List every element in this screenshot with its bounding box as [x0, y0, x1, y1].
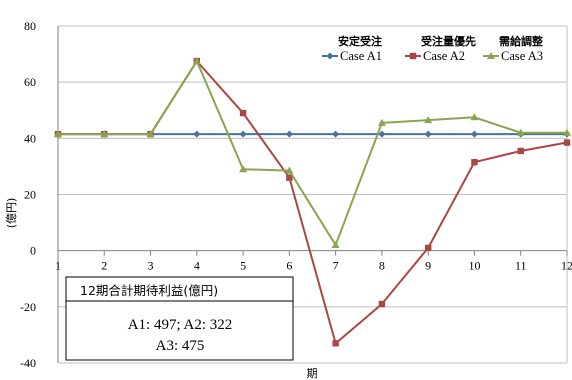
point-s3-x10: [470, 113, 479, 121]
y-tick-80: 80: [24, 19, 36, 33]
series-line-3: [58, 60, 567, 247]
legend-marker-1: [326, 52, 334, 60]
point-s3-x2: [100, 130, 109, 138]
series-3: [54, 57, 571, 249]
legend-header-1: 安定受注: [338, 34, 382, 48]
legend-item-2: Case A2: [405, 49, 465, 63]
point-s1-x7: [332, 130, 340, 138]
point-s3-x7: [331, 241, 340, 249]
point-s1-x6: [285, 130, 293, 138]
annotation-box: 12期合計期待利益(億円) A1: 497; A2: 322 A3: 475: [65, 276, 294, 361]
point-s3-x12: [563, 128, 571, 136]
point-s2-x11: [517, 147, 524, 155]
legend-marker-3: [487, 52, 495, 59]
point-s1-x5: [239, 130, 247, 138]
legend-label-2: Case A2: [423, 49, 465, 63]
axes: [57, 26, 568, 363]
x-axis-title: 期: [307, 367, 318, 380]
x-tick-9: 9: [425, 259, 431, 273]
legend-header-2: 受注量優先: [421, 34, 476, 48]
y-tick--40: -40: [20, 356, 36, 370]
annotation-frame: [65, 276, 294, 361]
point-s3-x6: [285, 166, 294, 174]
point-s3-x9: [424, 116, 433, 124]
x-tick-5: 5: [240, 259, 246, 273]
legend-header-3: 需給調整: [499, 34, 543, 48]
point-s3-x1: [54, 130, 62, 138]
legend: 安定受注 受注量優先 需給調整 Case A1 Case A2 Case A3: [322, 34, 543, 63]
x-tick-2: 2: [101, 259, 107, 273]
point-s3-x3: [146, 130, 155, 138]
y-tick-labels: -40 -20 0 20 40 60 80: [20, 19, 36, 370]
annotation-title: 12期合計期待利益(億円): [80, 283, 218, 298]
plot-series: [54, 57, 571, 347]
legend-label-3: Case A3: [501, 49, 543, 63]
point-s2-x12: [563, 139, 571, 146]
point-s1-x8: [378, 130, 386, 138]
point-s1-x10: [470, 130, 478, 138]
point-s1-x4: [193, 130, 201, 138]
legend-label-1: Case A1: [340, 49, 382, 63]
point-s3-x8: [377, 118, 386, 126]
y-tick-0: 0: [30, 244, 36, 258]
x-tick-1: 1: [55, 259, 61, 273]
x-tick-4: 4: [194, 259, 200, 273]
x-tick-7: 7: [333, 259, 339, 273]
point-s1-x9: [424, 130, 432, 138]
point-s2-x8: [378, 300, 386, 308]
x-tick-3: 3: [148, 259, 154, 273]
point-s2-x9: [424, 244, 432, 252]
y-tick-60: 60: [24, 75, 36, 89]
y-tick-40: 40: [24, 131, 36, 145]
point-s2-x10: [471, 159, 478, 166]
x-tick-8: 8: [379, 259, 385, 273]
point-s3-x4: [192, 57, 201, 65]
point-s2-x7: [332, 340, 339, 347]
x-tick-10: 10: [468, 259, 480, 273]
point-s3-x5: [239, 165, 248, 173]
legend-marker-2: [409, 52, 417, 60]
point-s2-x5: [239, 109, 247, 117]
x-tick-labels: 1 2 3 4 5 6 7 8 9 10 11 12: [55, 259, 572, 273]
y-axis-title: (億円): [5, 198, 18, 229]
annotation-line-2: A3: 475: [156, 338, 205, 354]
y-tick--20: -20: [20, 300, 36, 314]
x-tick-11: 11: [515, 259, 527, 273]
x-tick-12: 12: [561, 259, 572, 273]
legend-item-3: Case A3: [483, 49, 543, 63]
legend-item-1: Case A1: [322, 49, 382, 63]
point-s2-x6: [286, 174, 293, 181]
y-tick-20: 20: [24, 188, 36, 202]
point-s3-x11: [516, 128, 525, 136]
x-tick-6: 6: [286, 259, 292, 273]
annotation-line-1: A1: 497; A2: 322: [128, 317, 233, 333]
